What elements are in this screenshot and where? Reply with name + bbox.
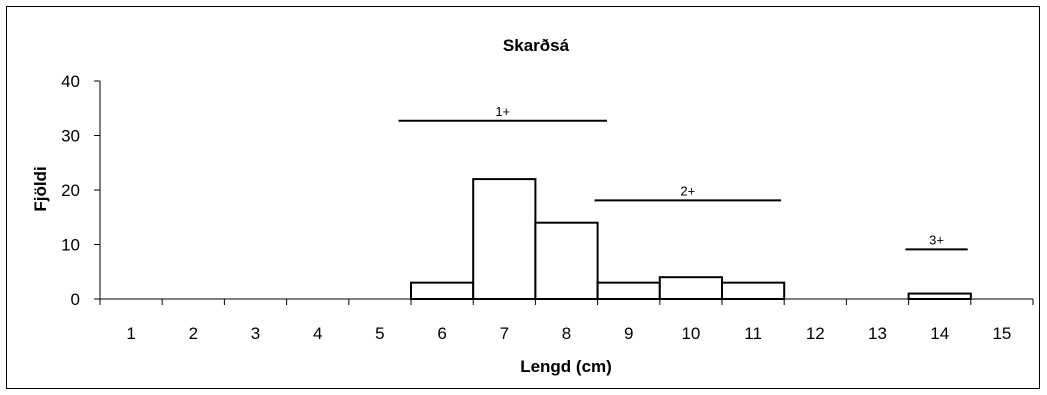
x-tick-label: 1 <box>126 324 135 343</box>
x-tick-label: 11 <box>744 324 762 343</box>
y-tick-label: 10 <box>61 236 80 255</box>
x-tick-label: 4 <box>313 324 322 343</box>
x-tick-label: 2 <box>189 324 198 343</box>
bar <box>596 281 661 300</box>
x-tick-label: 14 <box>930 324 949 343</box>
x-tick-label: 5 <box>375 324 384 343</box>
bar <box>907 292 972 300</box>
bars <box>410 178 972 301</box>
x-tick-label: 7 <box>500 324 509 343</box>
x-tick-label: 10 <box>681 324 700 343</box>
y-tick-label: 40 <box>61 72 80 91</box>
x-tick-label: 12 <box>806 324 825 343</box>
y-tick-label: 0 <box>71 290 80 309</box>
bar <box>721 281 786 300</box>
x-tick-label: 13 <box>868 324 887 343</box>
y-axis-label: Fjöldi <box>31 166 50 211</box>
age-group-label: 1+ <box>495 104 510 119</box>
x-tick-label: 6 <box>437 324 446 343</box>
x-tick-label: 8 <box>562 324 571 343</box>
age-group-label: 3+ <box>929 232 944 247</box>
x-tick-label: 3 <box>251 324 260 343</box>
x-axis-ticks: 1 2 3 4 5 6 7 8 9 10 11 12 13 14 15 <box>99 299 1034 343</box>
age-group-label: 2+ <box>680 183 695 198</box>
x-tick-label: 9 <box>624 324 633 343</box>
bar <box>534 221 599 300</box>
y-tick-label: 20 <box>61 181 80 200</box>
bar <box>658 276 723 301</box>
bar <box>472 178 537 301</box>
y-axis-ticks: 0 10 20 30 40 <box>61 72 100 309</box>
chart-title: Skarðsá <box>503 36 570 55</box>
y-tick-label: 30 <box>61 127 80 146</box>
age-group-annotations: 1+ 2+ 3+ <box>398 104 968 251</box>
x-tick-label: 15 <box>992 324 1011 343</box>
bar <box>410 281 475 300</box>
x-axis-label: Lengd (cm) <box>520 357 612 376</box>
